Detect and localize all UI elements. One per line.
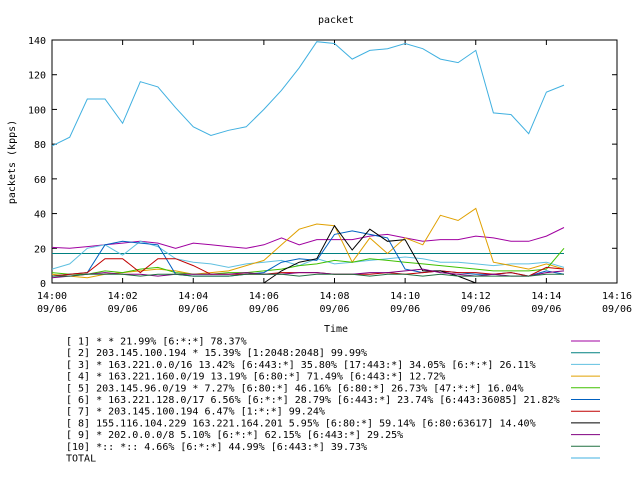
legend-label: [ 9] * 202.0.0.0/8 5.10% [6:*:*] 62.15% …	[66, 430, 403, 441]
chart-title: packet	[318, 15, 354, 26]
series-line	[51, 230, 565, 277]
plot-frame	[51, 39, 618, 284]
x-tick-date: 09/06	[602, 304, 632, 315]
x-tick-label: 14:12	[461, 291, 491, 302]
series-lines	[51, 41, 565, 284]
x-tick-label: 14:08	[319, 291, 349, 302]
x-tick-date: 09/06	[531, 304, 561, 315]
series-line	[51, 247, 565, 275]
series-line	[51, 258, 565, 277]
legend-label: [ 7] * 203.145.100.194 6.47% [1:*:*] 99.…	[66, 407, 325, 418]
y-tick-label: 140	[28, 36, 46, 47]
x-tick-label: 14:16	[602, 291, 632, 302]
x-tick-date: 09/06	[390, 304, 420, 315]
series-line	[51, 207, 565, 279]
legend-label: [ 2] 203.145.100.194 * 15.39% [1:2048:20…	[66, 348, 367, 359]
x-tick-date: 09/06	[319, 304, 349, 315]
y-tick-label: 80	[34, 140, 46, 151]
series-line	[51, 240, 565, 270]
legend-label: [ 1] * * 21.99% [6:*:*] 78.37%	[66, 337, 247, 348]
legend-label: [ 3] * 163.221.0.0/16 13.42% [6:443:*] 3…	[66, 360, 536, 371]
legend: [ 1] * * 21.99% [6:*:*] 78.37%[ 2] 203.1…	[66, 337, 600, 465]
x-tick-date: 09/06	[37, 304, 67, 315]
x-tick-label: 14:06	[249, 291, 279, 302]
x-axis-label: Time	[324, 324, 348, 335]
x-tick-label: 14:04	[178, 291, 208, 302]
legend-label: [10] *:: *:: 4.66% [6:*:*] 44.99% [6:443…	[66, 442, 367, 453]
x-tick-label: 14:00	[37, 291, 67, 302]
y-tick-label: 20	[34, 244, 46, 255]
y-tick-label: 100	[28, 105, 46, 116]
legend-label: [ 8] 155.116.104.229 163.221.164.201 5.9…	[66, 418, 536, 429]
x-axis: 14:00 09/06 14:02 09/06 14:04 09/06 14:06 09/06…	[37, 40, 632, 315]
legend-label: [ 4] * 163.221.160.0/19 13.19% [6:80:*] …	[66, 372, 445, 383]
series-line	[263, 224, 476, 284]
y-tick-label: 120	[28, 71, 46, 82]
y-axis-label: packets (kpps)	[7, 120, 18, 204]
y-tick-label: 0	[40, 279, 46, 290]
y-tick-label: 40	[34, 210, 46, 221]
legend-label: [ 6] * 163.221.128.0/17 6.56% [6:*:*] 28…	[66, 395, 560, 406]
x-tick-date: 09/06	[249, 304, 279, 315]
series-line	[51, 41, 565, 147]
x-tick-label: 14:02	[108, 291, 138, 302]
x-tick-date: 09/06	[461, 304, 491, 315]
x-tick-label: 14:14	[531, 291, 561, 302]
series-line	[51, 227, 565, 249]
y-tick-label: 60	[34, 175, 46, 186]
series-line	[52, 273, 564, 277]
legend-label: [ 5] 203.145.96.0/19 * 7.27% [6:80:*] 46…	[66, 383, 524, 394]
legend-label: TOTAL	[66, 454, 96, 465]
x-tick-label: 14:10	[390, 291, 420, 302]
y-axis: 0 20 40 60 80 100 120 140	[28, 36, 617, 290]
x-tick-date: 09/06	[108, 304, 138, 315]
x-tick-date: 09/06	[178, 304, 208, 315]
